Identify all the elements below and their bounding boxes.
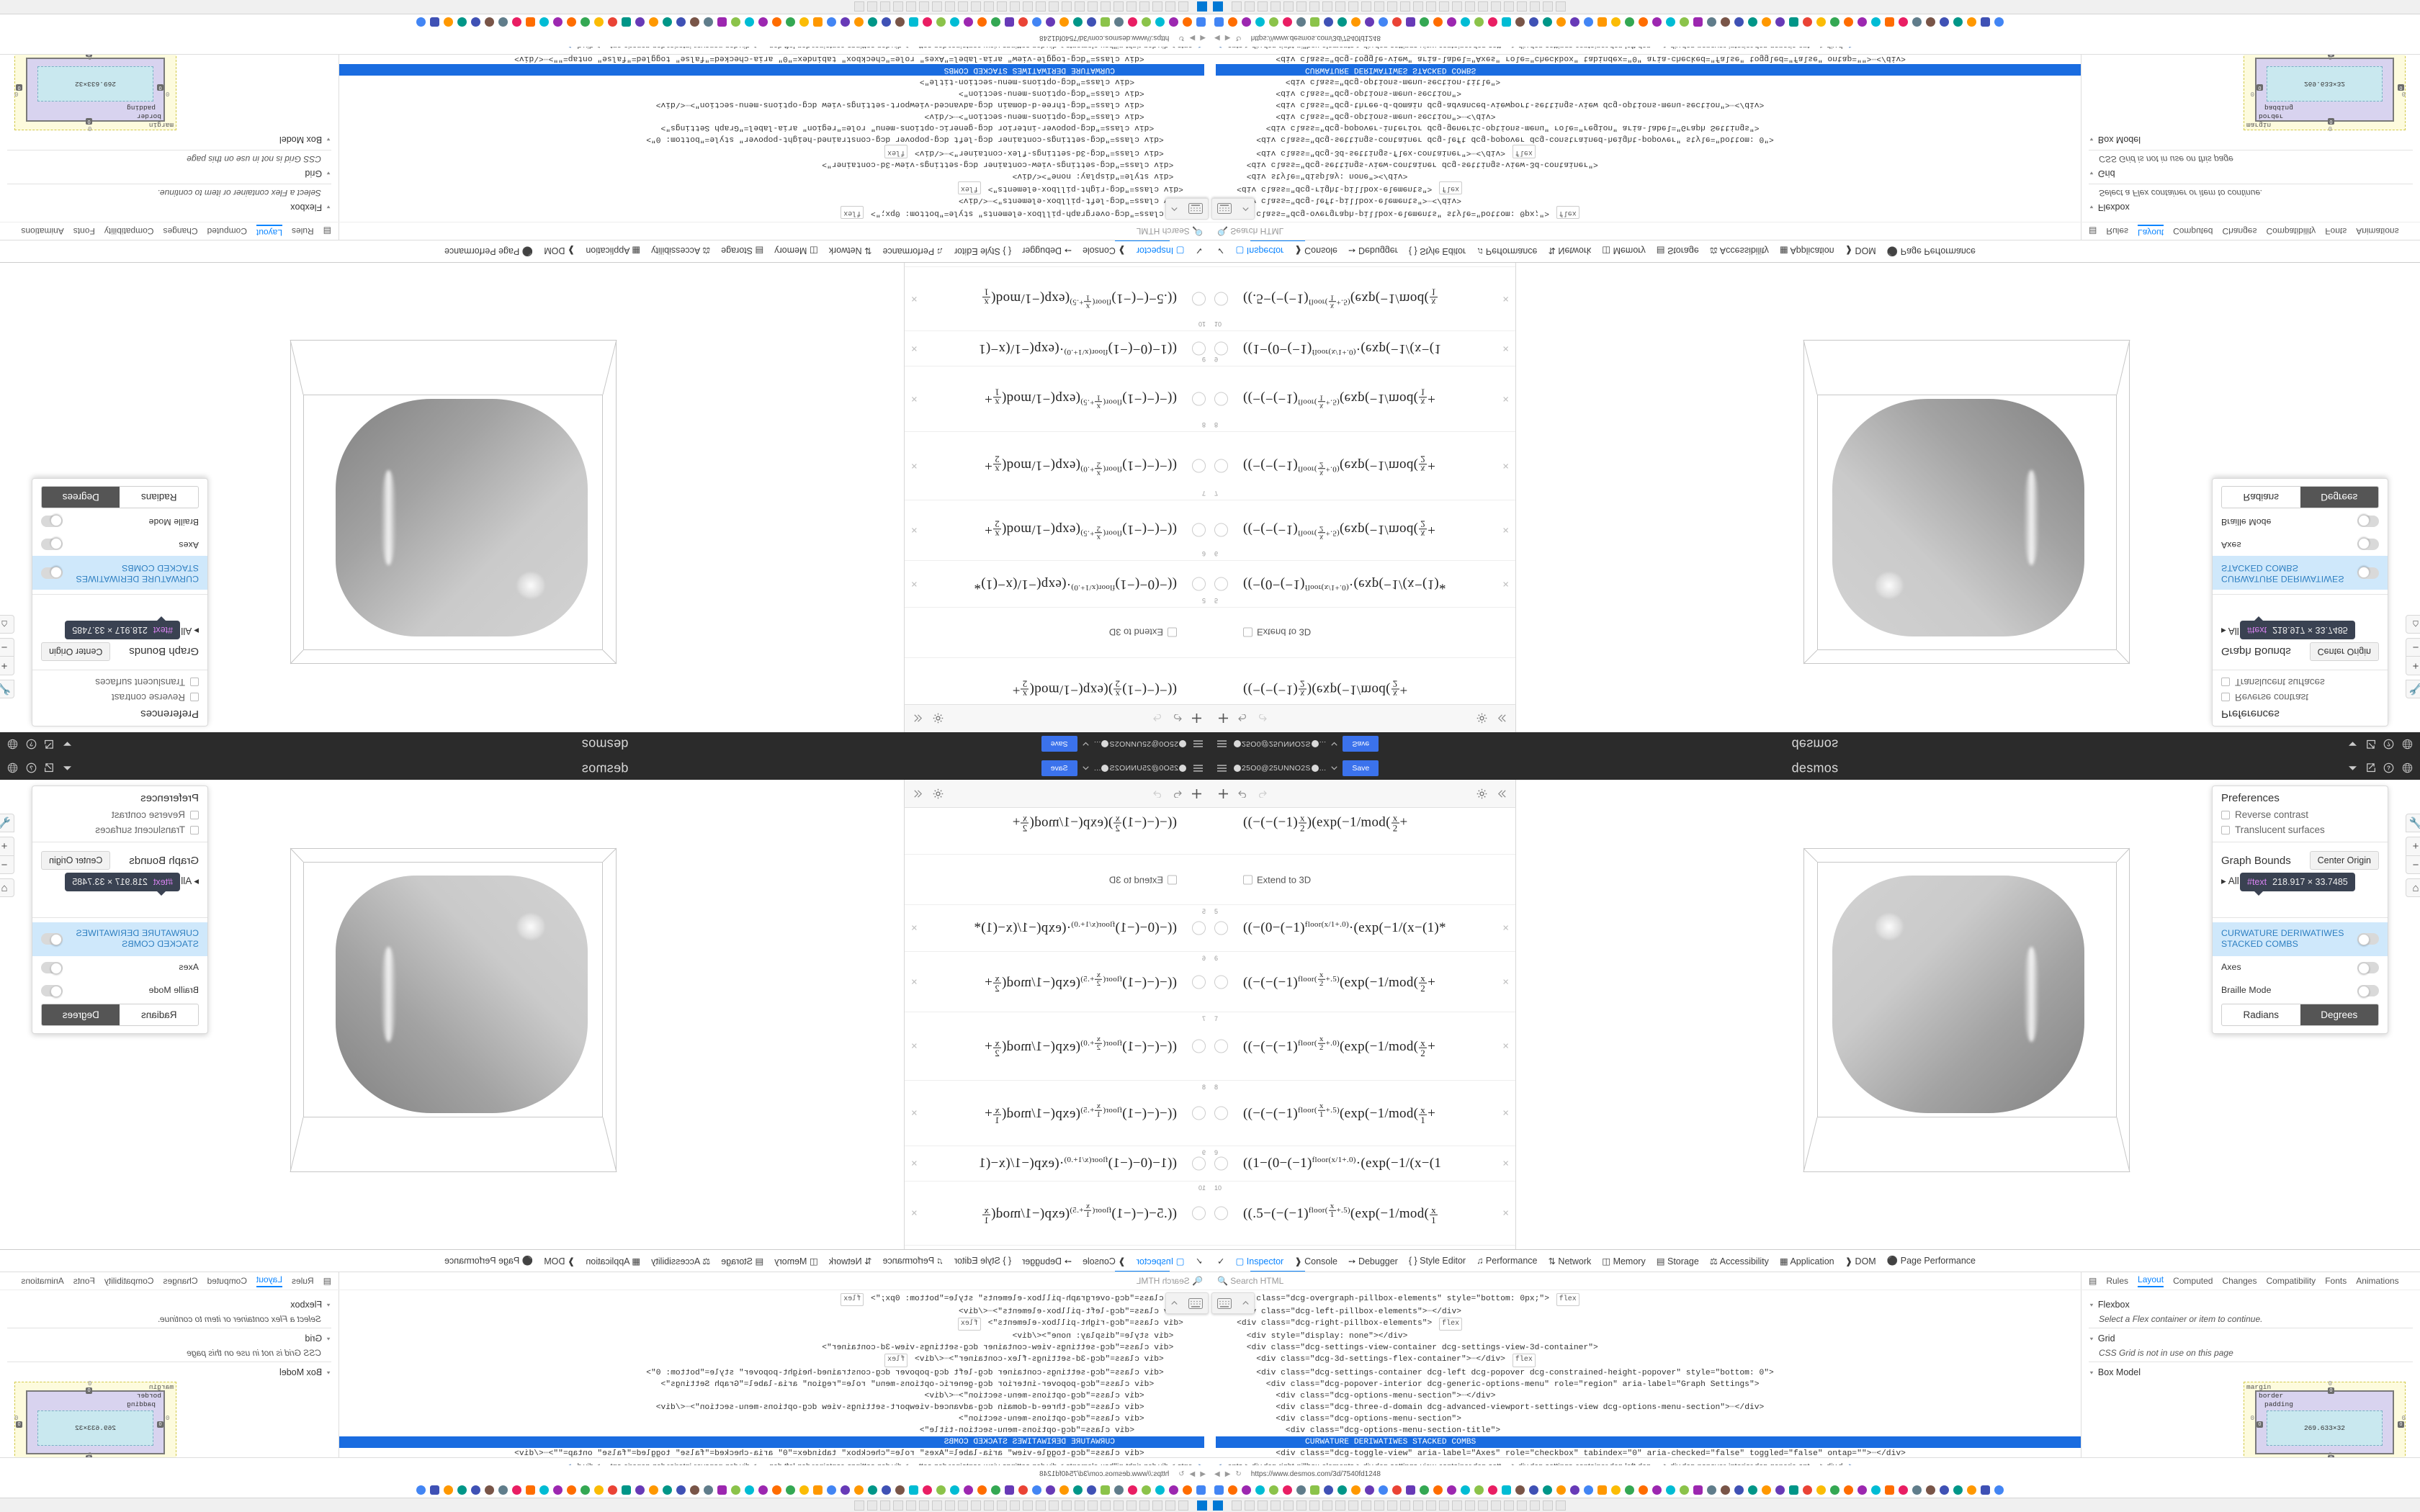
- svg-text:?: ?: [2387, 765, 2390, 772]
- svg-text:?: ?: [30, 765, 33, 772]
- svg-text:?: ?: [30, 740, 33, 747]
- svg-text:?: ?: [2387, 740, 2390, 747]
